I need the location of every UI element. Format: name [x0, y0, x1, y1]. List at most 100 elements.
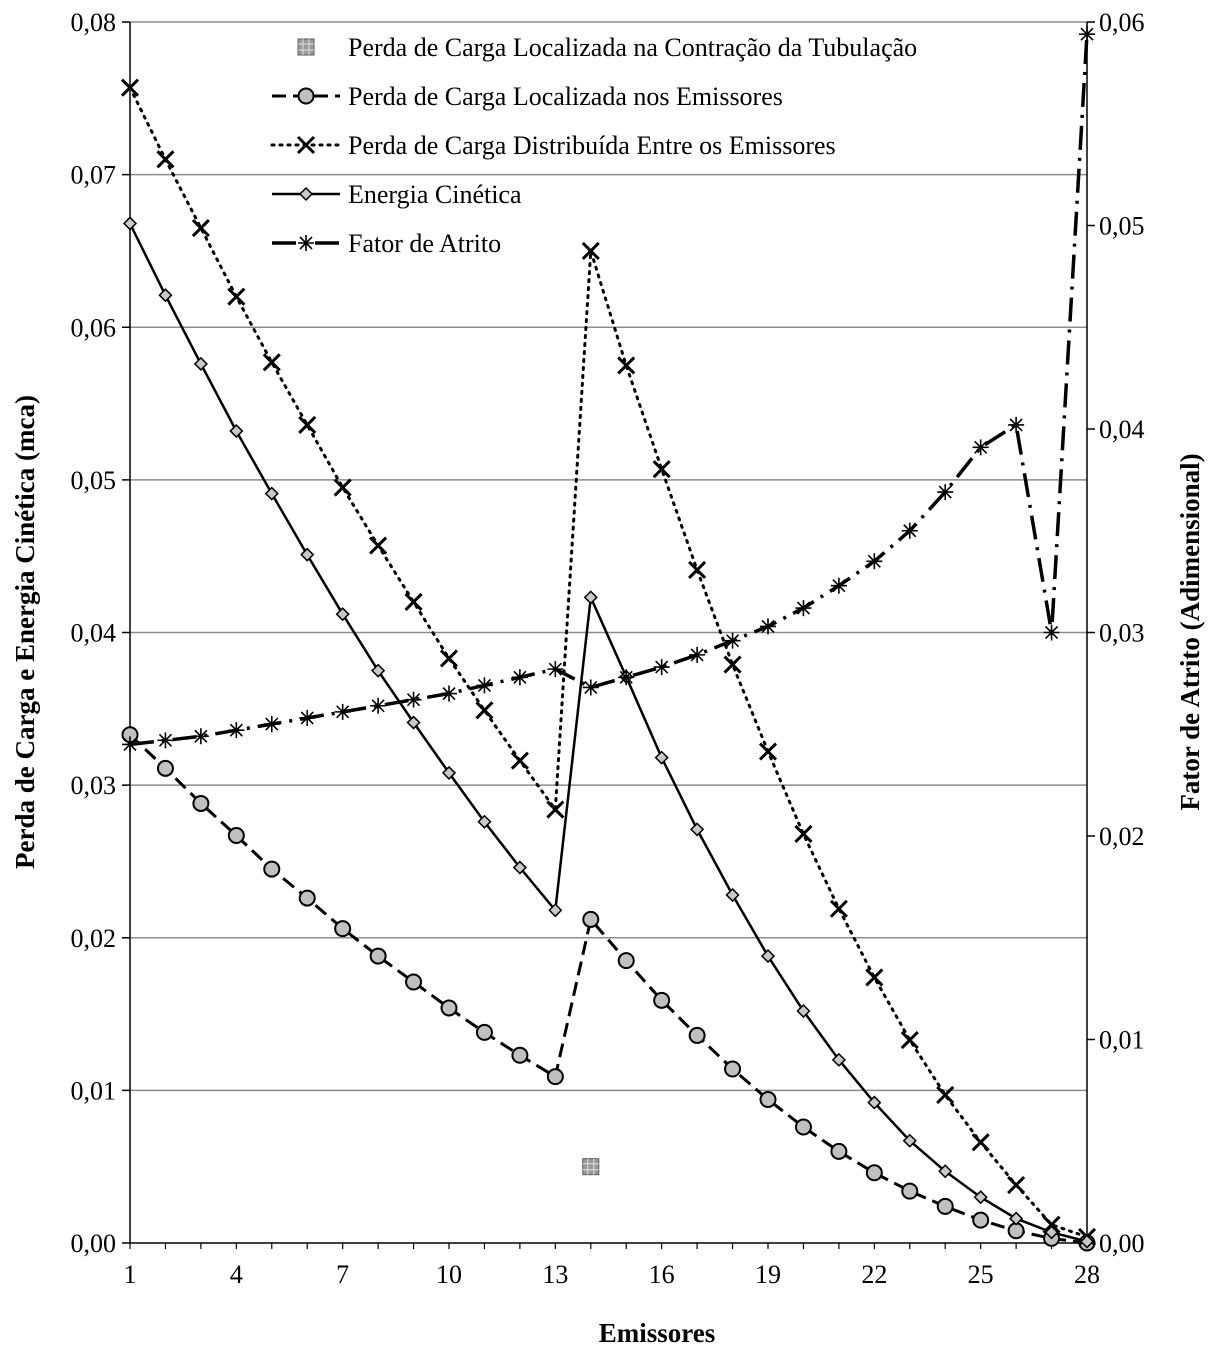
y-tick-label-right: 0,06 [1099, 8, 1145, 37]
data-point [546, 800, 565, 819]
data-point [441, 765, 457, 780]
data-point [582, 1158, 600, 1176]
legend-marker [298, 235, 314, 251]
data-point [441, 685, 457, 702]
data-point [829, 899, 848, 918]
data-point [440, 999, 458, 1017]
series-1 [121, 726, 1096, 1252]
data-point [263, 860, 281, 878]
series-layer [120, 26, 1097, 1252]
data-point [193, 356, 208, 371]
data-point [582, 910, 600, 928]
data-point [547, 661, 564, 678]
y-tick-label-left: 0,08 [71, 8, 117, 37]
data-point [477, 814, 492, 829]
data-point [475, 701, 494, 720]
y-tick-label-right: 0,05 [1099, 212, 1145, 241]
data-point [333, 478, 352, 497]
series-line [129, 34, 1089, 747]
data-point [795, 600, 812, 617]
data-point [830, 1142, 848, 1160]
series-2 [120, 78, 1097, 1246]
data-point [122, 736, 138, 753]
data-point [900, 1030, 919, 1050]
data-point [760, 949, 776, 964]
data-point [476, 677, 493, 694]
data-point [156, 759, 174, 777]
data-point [334, 920, 352, 938]
legend-label: Fator de Atrito [348, 229, 501, 258]
data-point [298, 889, 316, 907]
data-point [300, 547, 315, 562]
tick-labels: 0,00 0,01 0,02 0,03 0,04 0,05 0,06 0,07 0,08 0,00… [71, 8, 1145, 1289]
data-point [724, 1060, 742, 1078]
data-point [654, 750, 669, 765]
series-line [128, 222, 1088, 1243]
y-tick-label-right: 0,03 [1099, 619, 1145, 648]
legend-label: Perda de Carga Distribuída Entre os Emis… [348, 131, 836, 160]
data-point [794, 824, 813, 844]
y-tick-label-right: 0,04 [1099, 415, 1145, 444]
data-point [867, 1095, 882, 1110]
series-line [128, 733, 1088, 1245]
data-point [548, 903, 563, 918]
data-point [581, 241, 600, 260]
data-point [263, 716, 280, 733]
x-tick-label: 4 [230, 1260, 243, 1289]
data-point [120, 78, 140, 97]
data-point [972, 1211, 990, 1229]
series-0 [582, 1158, 600, 1176]
y-tick-label-left: 0,00 [71, 1229, 117, 1258]
legend-entry: Fator de Atrito [272, 229, 501, 258]
y-tick-label-left: 0,01 [71, 1076, 117, 1105]
data-point [228, 722, 245, 739]
data-point [192, 794, 210, 812]
y-tick-label-right: 0,02 [1099, 822, 1145, 851]
x-tick-label: 16 [649, 1260, 675, 1289]
data-point [475, 1023, 493, 1041]
y-tick-label-left: 0,02 [71, 924, 117, 953]
data-point [335, 607, 350, 622]
x-tick-label: 25 [968, 1260, 994, 1289]
data-point [583, 590, 598, 605]
x-tick-label: 7 [336, 1260, 349, 1289]
data-point [371, 663, 386, 678]
data-point [157, 732, 174, 749]
data-point [938, 1164, 953, 1179]
data-point [512, 860, 527, 875]
data-point [1007, 1175, 1026, 1195]
data-point [1079, 1234, 1095, 1249]
data-point [617, 356, 636, 375]
gridlines [130, 21, 1087, 1092]
data-point [122, 216, 138, 231]
data-point [865, 1164, 883, 1182]
legend-marker [298, 186, 314, 202]
legend-entry: Energia Cinética [272, 180, 522, 209]
data-point [227, 287, 246, 306]
data-point [1009, 1211, 1024, 1226]
y-tick-label-left: 0,05 [71, 466, 117, 495]
legend-label: Energia Cinética [348, 180, 522, 209]
x-tick-label: 28 [1074, 1260, 1100, 1289]
data-point [830, 577, 847, 594]
legend-entry: Perda de Carga Distribuída Entre os Emis… [270, 131, 836, 160]
data-point [156, 150, 175, 169]
data-point [902, 1133, 917, 1148]
y-tick-label-right: 0,00 [1099, 1229, 1145, 1258]
data-point [369, 536, 388, 555]
data-point [796, 1003, 811, 1019]
data-point [865, 968, 884, 987]
x-tick-label: 10 [436, 1260, 462, 1289]
data-point [192, 728, 209, 745]
data-point [370, 697, 387, 714]
data-point [688, 1026, 706, 1044]
data-point [191, 218, 210, 238]
data-point [653, 991, 671, 1009]
data-point [688, 560, 707, 579]
data-point [439, 649, 459, 668]
data-point [405, 973, 423, 991]
legend-entry: Perda de Carga Localizada nos Emissores [272, 82, 783, 111]
data-point [759, 1091, 777, 1109]
data-point [901, 1182, 919, 1200]
